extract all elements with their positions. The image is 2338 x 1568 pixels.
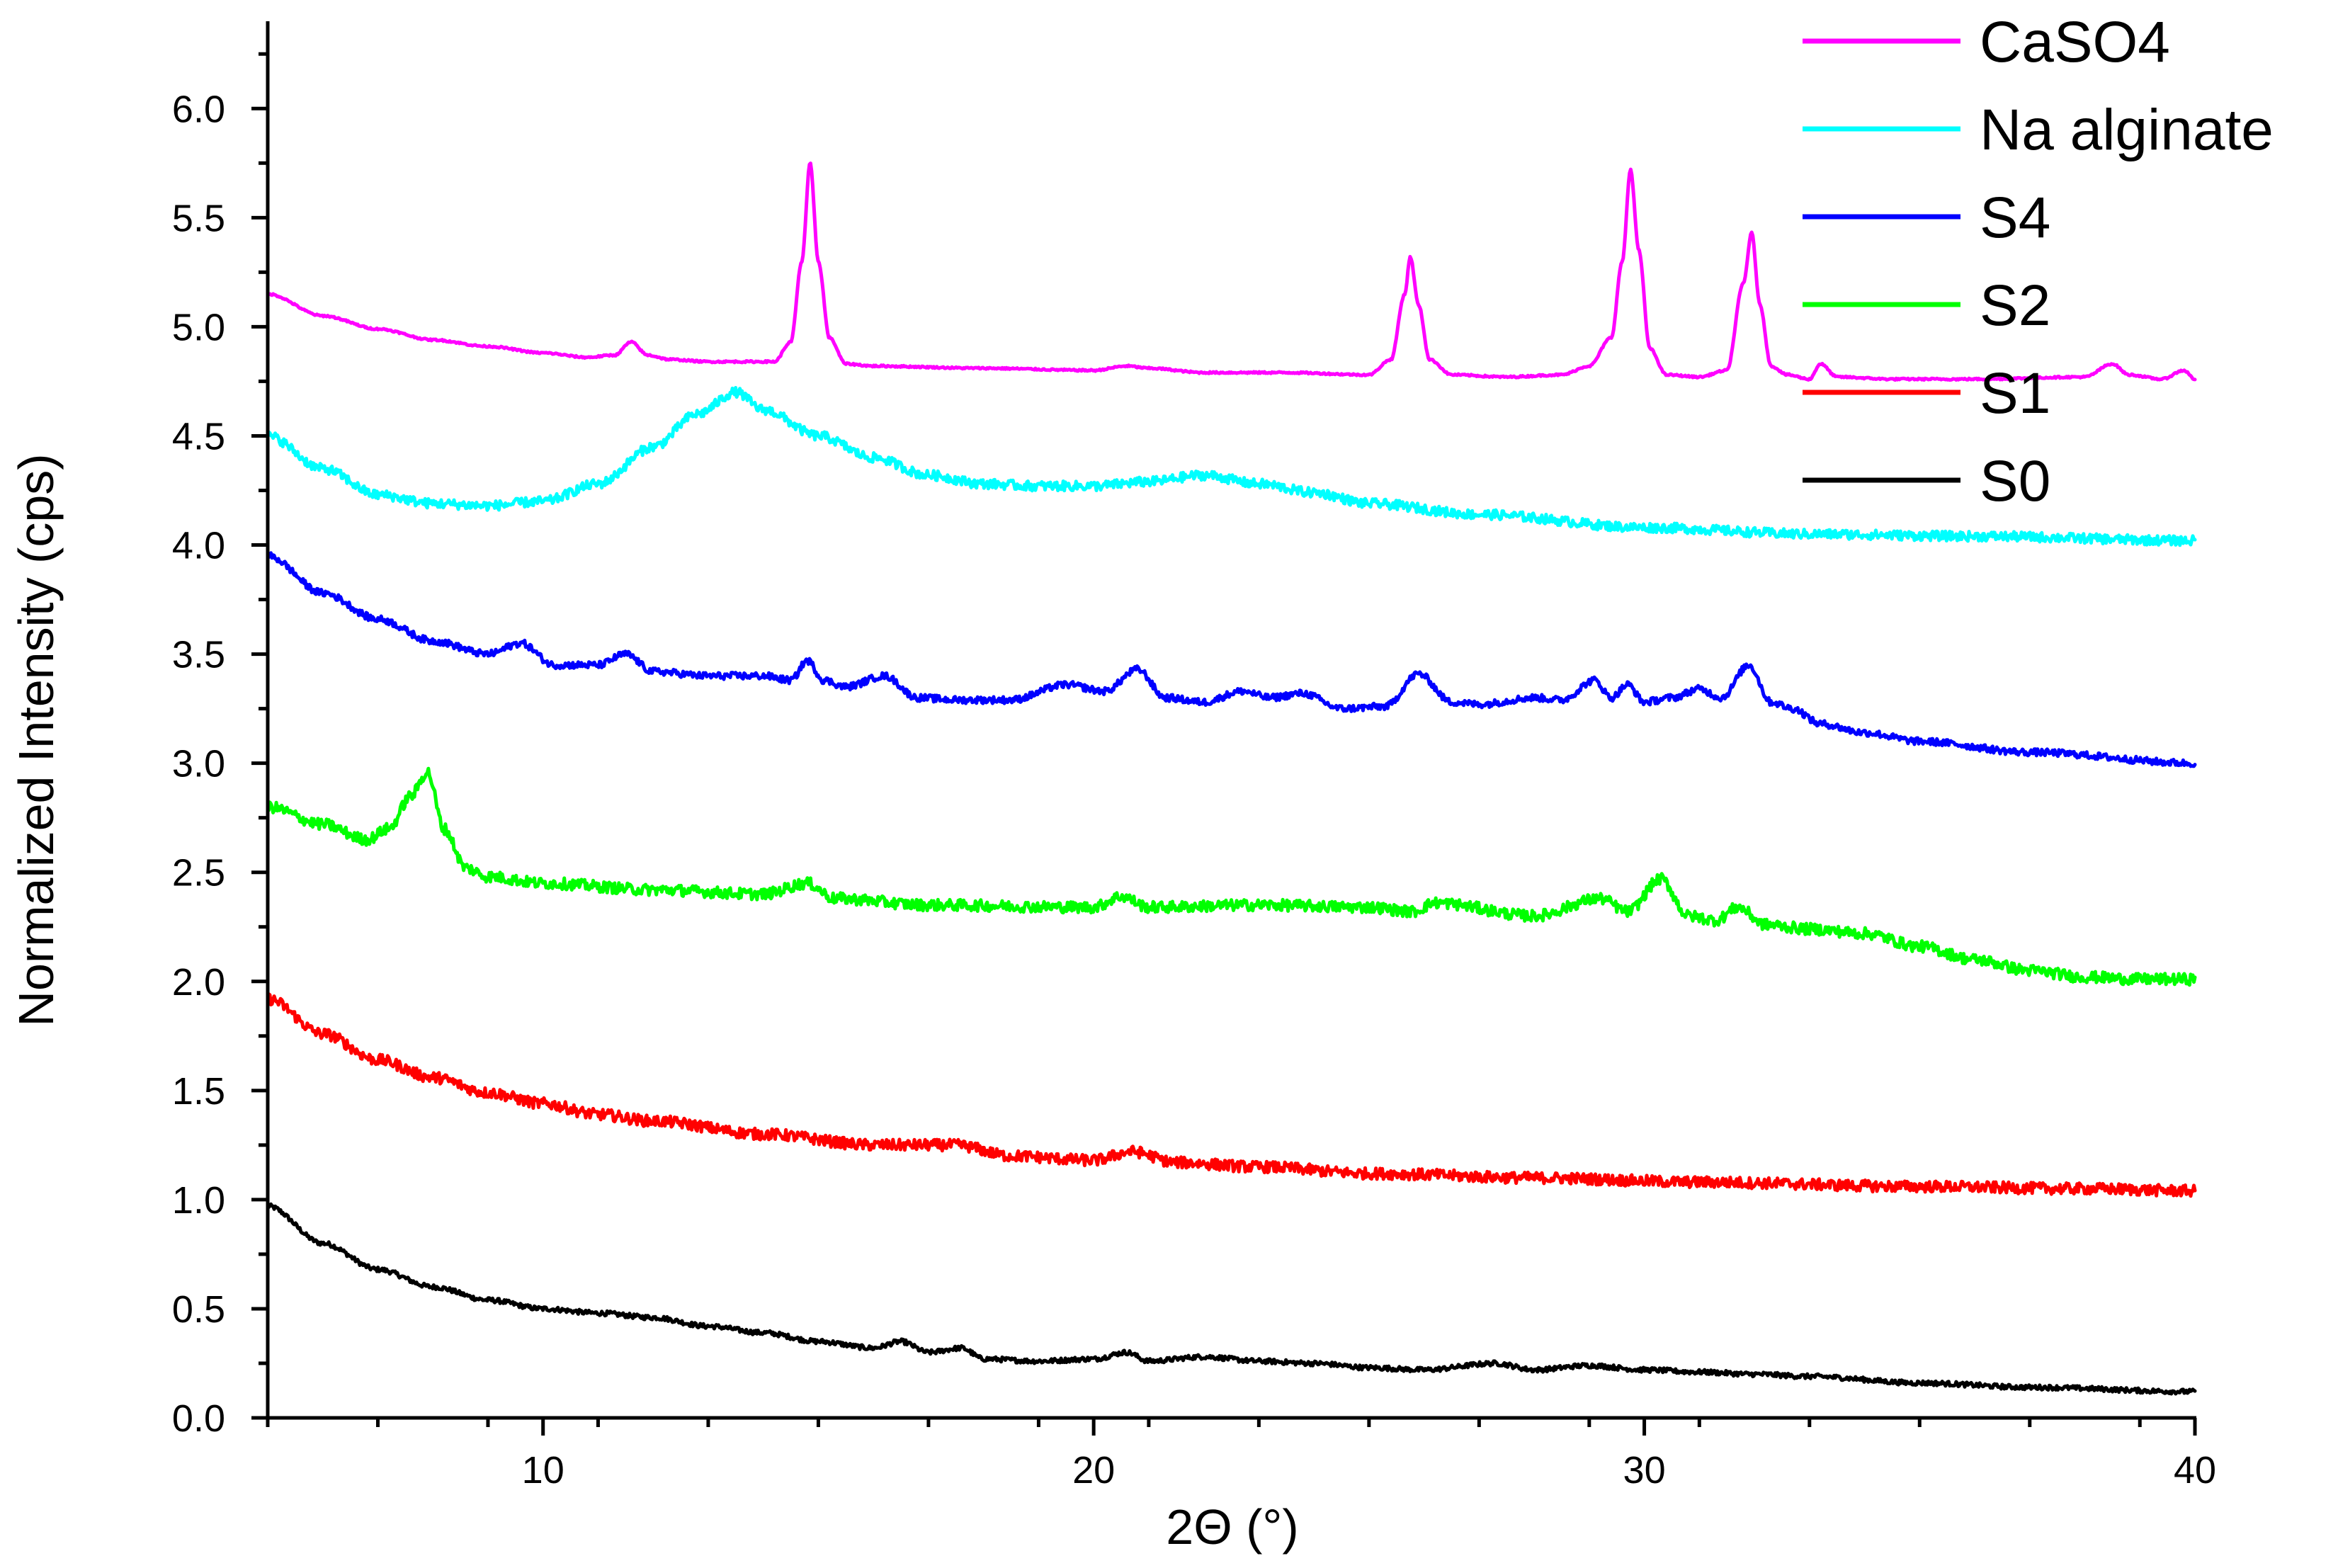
series-line-s2: [266, 766, 2197, 987]
y-tick-label: 5.0: [172, 306, 225, 348]
y-tick-label: 4.5: [172, 415, 225, 458]
y-tick-label: 1.0: [172, 1179, 225, 1222]
y-tick-label: 3.0: [172, 743, 225, 785]
x-tick-label: 40: [2174, 1449, 2216, 1492]
legend-label: S1: [1980, 361, 2050, 426]
ticks: 0.0 0.5 1.0 1.5 2.0 2.5 3.0 3.5 4.0 4.5 5.0 5.5 6.0 1…: [172, 52, 2216, 1492]
legend-label: Na alginate: [1980, 98, 2274, 162]
legend-label: S4: [1980, 186, 2050, 250]
axes: [266, 21, 2196, 1420]
y-tick-label: 0.0: [172, 1397, 225, 1440]
y-tick-label: 6.0: [172, 88, 225, 130]
legend-label: CaSO4: [1980, 10, 2170, 74]
legend-item: CaSO4: [1803, 10, 2170, 74]
y-tick-label: 2.0: [172, 961, 225, 1004]
series-line-s0: [266, 1202, 2197, 1396]
y-tick-label: 3.5: [172, 634, 225, 676]
legend-label: S0: [1980, 449, 2050, 513]
legend-item: Na alginate: [1803, 98, 2274, 162]
series-layer: [266, 161, 2197, 1396]
y-axis-title: Normalized Intensity (cps): [8, 453, 64, 1026]
y-tick-label: 5.5: [172, 197, 225, 239]
series-line-caso4: [266, 161, 2197, 382]
series-line-na-alginate: [266, 386, 2197, 547]
legend-item: S1: [1803, 361, 2050, 426]
y-tick-label: 1.5: [172, 1070, 225, 1113]
y-tick-label: 2.5: [172, 852, 225, 894]
x-axis-title: 2Θ (°): [1166, 1499, 1298, 1555]
legend: CaSO4 Na alginate S4 S2 S1 S0: [1803, 10, 2274, 513]
series-line-s1: [266, 992, 2197, 1198]
legend-label: S2: [1980, 273, 2050, 338]
y-tick-label: 4.0: [172, 525, 225, 567]
y-tick-label: 0.5: [172, 1288, 225, 1331]
series-line-s4: [266, 551, 2197, 768]
legend-item: S0: [1803, 449, 2050, 513]
x-tick-label: 10: [522, 1449, 564, 1492]
x-tick-label: 20: [1072, 1449, 1115, 1492]
x-tick-label: 30: [1623, 1449, 1666, 1492]
legend-item: S2: [1803, 273, 2050, 338]
legend-item: S4: [1803, 186, 2050, 250]
